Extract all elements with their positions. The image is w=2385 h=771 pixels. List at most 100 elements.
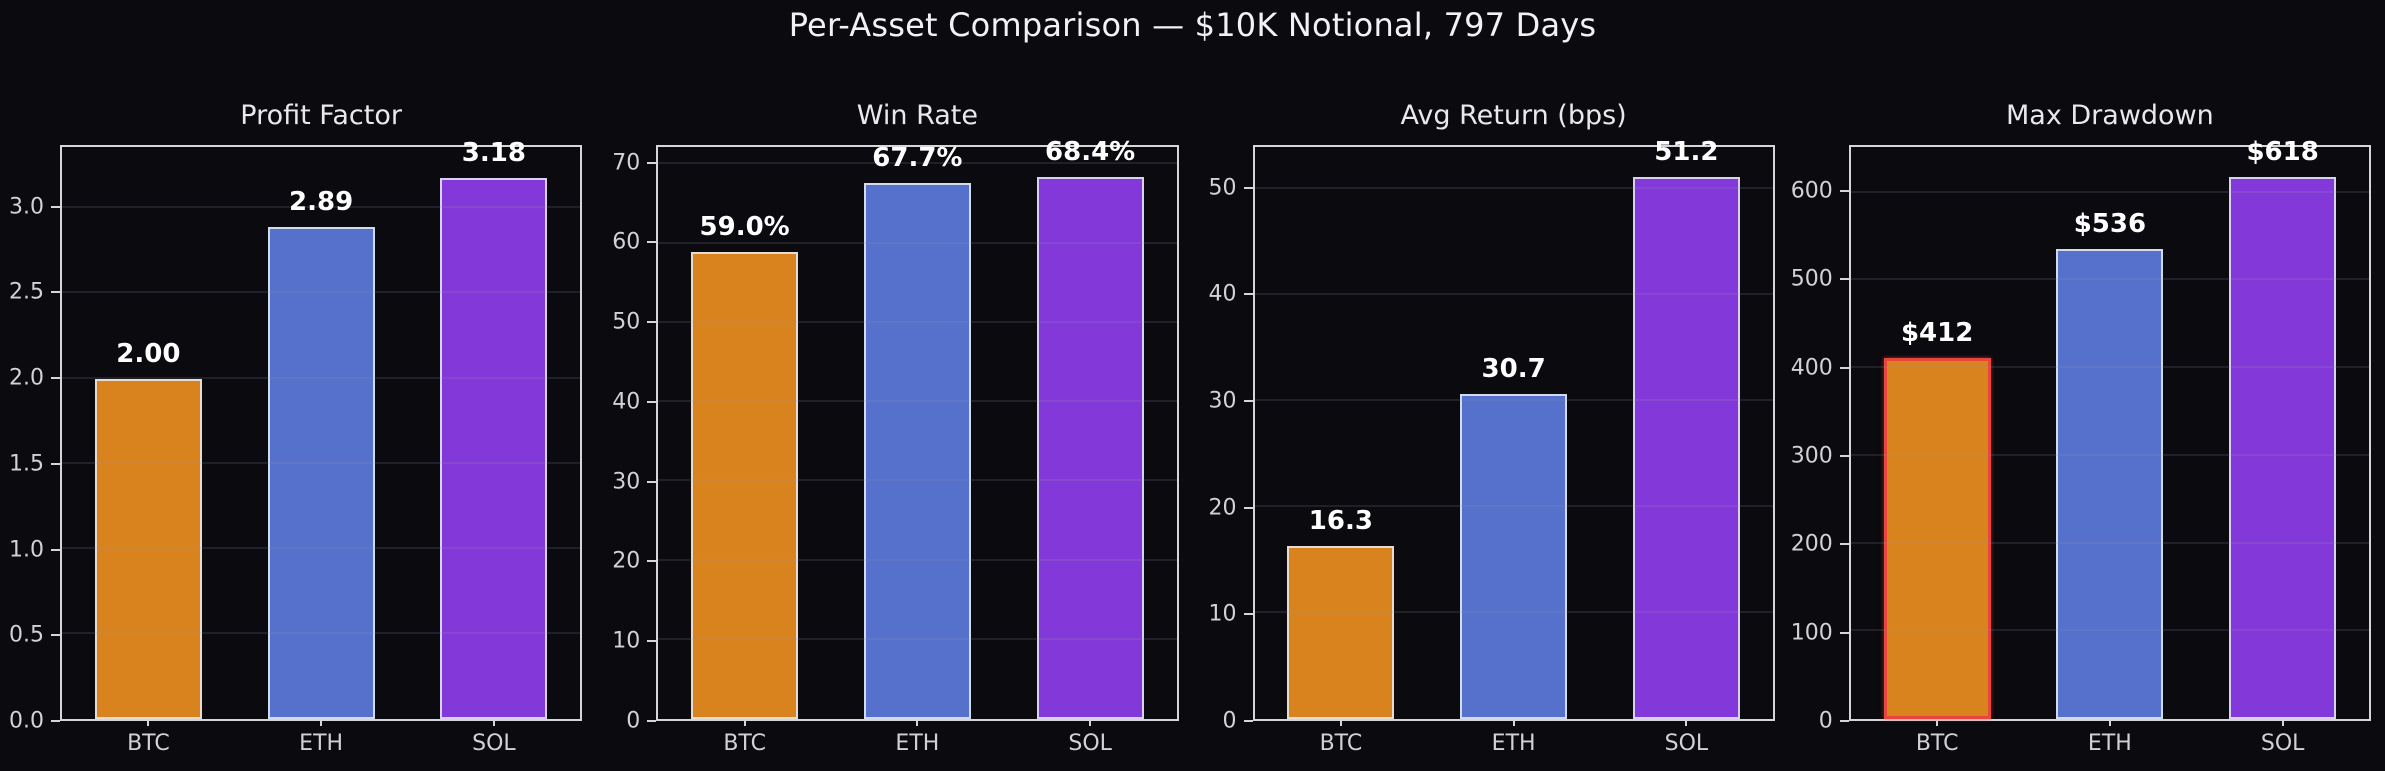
subplot-title-avg-return-bps: Avg Return (bps) [1400,100,1627,131]
y-tick-label: 2.0 [9,365,44,391]
subplot-win-rate: Win Rate 0 10 20 30 40 50 60 70 59.0% BTC 67.7% ETH 6… [596,0,1192,771]
gridline [658,637,1177,640]
y-tick-mark [647,400,657,403]
y-tick-label: 10 [612,628,641,654]
bar-eth [863,182,971,719]
gridline [658,400,1177,403]
gridline [62,376,581,379]
y-tick-label: 20 [1208,495,1237,521]
bar-eth [1460,393,1568,719]
gridline [1850,366,2369,369]
y-tick-label: 1.5 [9,451,44,477]
y-tick-label: 100 [1790,620,1833,646]
bar-value-label: 67.7% [872,142,963,173]
y-tick-mark [647,161,657,164]
y-tick-label: 300 [1790,443,1833,469]
y-tick-mark [1839,278,1849,281]
x-tick-mark [1089,719,1092,726]
plot-area-profit-factor: 2.00 BTC 2.89 ETH 3.18 SOL [60,138,583,756]
x-tick-mark [147,719,150,726]
figure-title: Per-Asset Comparison — $10K Notional, 79… [788,6,1597,44]
y-tick-mark [51,205,60,208]
bar-eth [2056,248,2164,719]
bar-btc [94,378,202,719]
y-tick-mark [1243,293,1253,296]
bar-sol [1036,177,1144,719]
y-tick-mark [647,241,657,244]
x-tick-label-btc: BTC [1915,731,1959,756]
gridline [1254,187,1773,190]
gridline [1254,505,1773,508]
bar-value-label: 3.18 [461,137,526,168]
x-tick-mark [743,719,746,726]
y-tick-label: 0.5 [9,622,44,648]
y-tick-label: 200 [1790,531,1833,557]
y-tick-mark [1243,613,1253,616]
x-tick-mark [1685,719,1688,726]
bar-btc [1287,546,1395,719]
x-tick-mark [916,719,919,726]
subplot-max-drawdown: Max Drawdown 0 100 200 300 400 500 600 $412 BTC $5… [1789,0,2385,771]
bar-value-label: 2.89 [289,187,354,218]
gridline [658,479,1177,482]
x-tick-label-sol: SOL [1664,731,1709,756]
y-tick-label: 600 [1790,178,1833,204]
gridline [1850,190,2369,193]
plot-area-avg-return-bps: 16.3 BTC 30.7 ETH 51.2 SOL [1252,137,1775,756]
gridline [62,291,581,294]
x-tick-label-eth: ETH [895,731,940,756]
x-tick-label-sol: SOL [472,731,516,756]
x-tick-mark [1339,719,1342,726]
gridline [1254,399,1773,402]
gridline [1850,278,2369,281]
subplot-title-profit-factor: Profit Factor [240,100,402,131]
y-tick-label: 40 [612,389,641,415]
gridline [62,461,581,464]
y-tick-label: 70 [612,150,641,176]
y-tick-mark [647,720,657,722]
y-tick-label: 0 [1818,708,1833,734]
bar-value-label: 51.2 [1654,136,1719,167]
x-tick-label-eth: ETH [2087,731,2132,756]
bar-value-label: 2.00 [116,338,181,369]
subplot-profit-factor: Profit Factor 0.0 0.5 1.0 1.5 2.0 2.5 3.0 2.00 BT… [0,0,596,771]
y-axis-win-rate: 0 10 20 30 40 50 60 70 [596,145,657,734]
x-tick-mark [2108,719,2111,726]
bar-sol [1632,176,1740,719]
y-tick-mark [51,634,60,637]
x-tick-label-eth: ETH [1491,731,1536,756]
y-tick-label: 50 [1208,175,1237,201]
gridline [1850,541,2369,544]
y-tick-mark [647,560,657,563]
y-tick-label: 500 [1790,266,1833,292]
y-tick-mark [1839,720,1849,722]
y-axis-profit-factor: 0.0 0.5 1.0 1.5 2.0 2.5 3.0 [0,145,60,734]
y-tick-label: 20 [612,548,641,574]
bar-value-label: $618 [2246,136,2319,167]
subplot-title-max-drawdown: Max Drawdown [2005,100,2214,131]
y-tick-label: 0.0 [9,708,44,734]
plot-area-max-drawdown: $412 BTC $536 ETH $618 SOL [1848,137,2371,756]
x-tick-label-sol: SOL [2260,731,2305,756]
x-tick-mark [2281,719,2284,726]
gridline [658,320,1177,323]
subplot-title-win-rate: Win Rate [856,100,978,131]
y-tick-label: 60 [612,229,641,255]
y-tick-mark [647,321,657,324]
y-tick-mark [1839,454,1849,457]
y-tick-mark [1839,543,1849,546]
y-axis-max-drawdown: 0 100 200 300 400 500 600 [1789,145,1849,734]
gridline [658,162,1177,165]
gridline [658,241,1177,244]
gridline [658,558,1177,561]
y-tick-label: 1.0 [9,537,44,563]
bar-value-label: 30.7 [1481,353,1546,384]
gridline [1254,611,1773,614]
bar-value-label: $412 [1900,317,1974,348]
y-tick-label: 30 [612,469,641,495]
x-tick-mark [1512,719,1515,726]
bar-eth [267,227,375,719]
subplot-avg-return-bps: Avg Return (bps) 0 10 20 30 40 50 16.3 BTC 30.7 ET… [1193,0,1789,771]
y-tick-label: 400 [1790,355,1833,381]
